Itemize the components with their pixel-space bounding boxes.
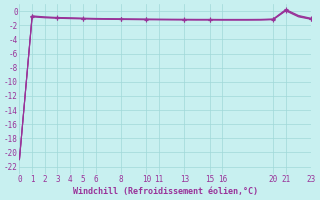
- X-axis label: Windchill (Refroidissement éolien,°C): Windchill (Refroidissement éolien,°C): [73, 187, 258, 196]
